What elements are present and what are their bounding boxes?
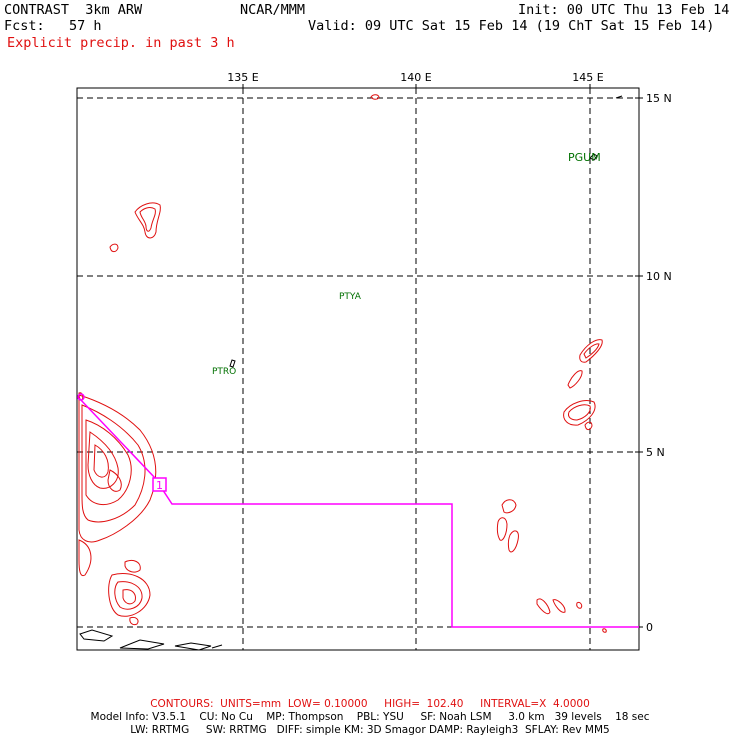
route-start-marker [77, 393, 85, 401]
precip-contour [501, 499, 517, 514]
forecast-hour: Fcst: 57 h [4, 18, 102, 34]
map-frame [76, 87, 640, 651]
island-palau [229, 359, 236, 368]
lat-label-15n: 15 N [646, 92, 672, 105]
precip-contour [87, 431, 119, 489]
station-ptya: PTYA [339, 292, 362, 302]
precip-contour [576, 602, 583, 609]
lon-label-140e: 140 E [400, 71, 431, 84]
precip-contour [85, 419, 132, 506]
precip-contour [122, 589, 136, 605]
precip-contour [129, 617, 139, 626]
island-south-3 [174, 642, 212, 651]
graticule [77, 88, 639, 650]
lon-label-135e: 135 E [227, 71, 258, 84]
route-marker-label: 1 [156, 479, 163, 492]
precip-contour [124, 559, 141, 573]
island-south-4 [211, 644, 223, 649]
precip-contour [81, 404, 146, 523]
precip-contour [507, 530, 519, 553]
precip-contours [78, 94, 607, 633]
coastlines [79, 95, 623, 651]
precip-contour [108, 573, 151, 617]
precip-contour [584, 421, 593, 431]
precip-contour [579, 339, 603, 363]
route-line [78, 397, 639, 628]
island-ne [615, 95, 623, 99]
precip-contour [496, 517, 508, 541]
precip-contour [109, 243, 119, 253]
model-info-line-2: LW: RRTMG SW: RRTMG DIFF: simple KM: 3D … [130, 724, 610, 736]
route-boundary [77, 393, 639, 628]
precip-contour [563, 400, 596, 426]
init-time: Init: 00 UTC Thu 13 Feb 14 [518, 2, 730, 18]
precip-contour [568, 404, 591, 421]
island-south-2 [119, 639, 165, 650]
route-marker-box [152, 477, 167, 492]
contour-info: CONTOURS: UNITS=mm LOW= 0.10000 HIGH= 10… [150, 698, 590, 710]
model-info-line-1: Model Info: V3.5.1 CU: No Cu MP: Thompso… [90, 711, 650, 723]
lat-label-0: 0 [646, 621, 653, 634]
tick-marks [242, 84, 643, 628]
precip-contour [78, 539, 92, 577]
precip-contour [536, 598, 551, 615]
precip-contour [78, 394, 157, 543]
precip-contour [552, 599, 566, 613]
precip-contour [134, 202, 161, 239]
lon-label-145e: 145 E [572, 71, 603, 84]
precip-contour [139, 207, 156, 232]
precip-contour [107, 469, 122, 492]
station-ptro: PTRO [212, 367, 236, 377]
field-title: Explicit precip. in past 3 h [7, 35, 235, 51]
valid-time: Valid: 09 UTC Sat 15 Feb 14 (19 ChT Sat … [308, 18, 715, 34]
precip-contour [114, 581, 143, 610]
island-guam [589, 153, 598, 161]
station-pgum: PGUM [568, 151, 601, 164]
precip-contour [93, 444, 109, 478]
model-title: CONTRAST 3km ARW [4, 2, 143, 18]
precip-contour [370, 94, 380, 100]
lat-label-10n: 10 N [646, 270, 672, 283]
precip-contour [602, 628, 607, 633]
center-label: NCAR/MMM [240, 2, 306, 18]
precip-contour [567, 370, 583, 389]
lat-label-5n: 5 N [646, 446, 665, 459]
precip-contour [583, 343, 600, 359]
island-south-1 [79, 629, 114, 642]
